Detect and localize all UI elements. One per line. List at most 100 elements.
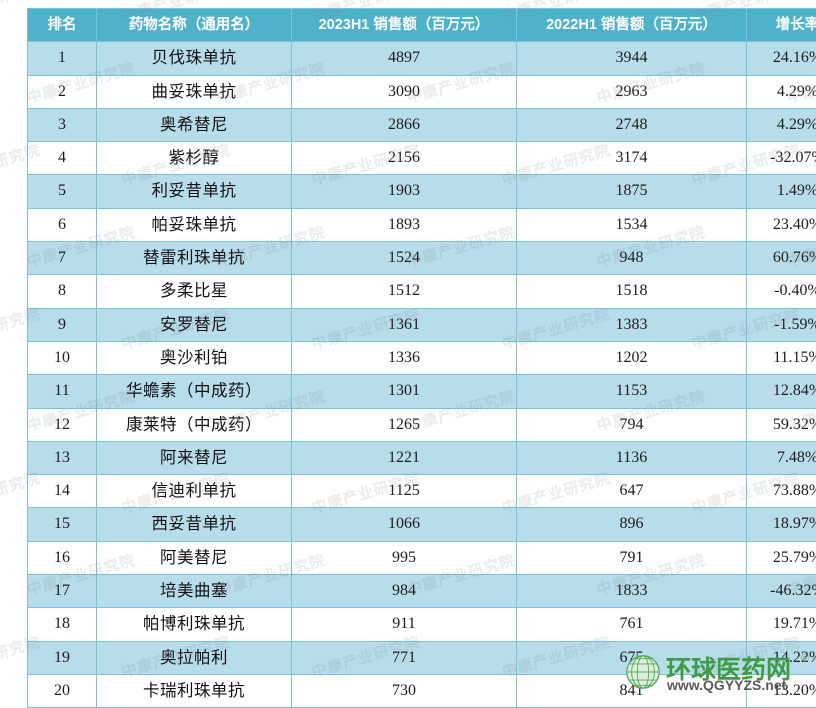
cell-sales-2023: 1301 (292, 375, 517, 408)
cell-drug-name: 帕博利珠单抗 (97, 608, 292, 641)
cell-sales-2023: 995 (292, 541, 517, 574)
cell-growth-rate: 19.71% (747, 608, 816, 641)
cell-drug-name: 奥沙利铂 (97, 341, 292, 374)
cell-drug-name: 康莱特（中成药） (97, 408, 292, 441)
cell-rank: 16 (28, 541, 97, 574)
cell-sales-2023: 1066 (292, 508, 517, 541)
cell-sales-2022: 1202 (517, 341, 747, 374)
cell-growth-rate: -0.40% (747, 275, 816, 308)
cell-drug-name: 华蟾素（中成药） (97, 375, 292, 408)
cell-rank: 3 (28, 108, 97, 141)
cell-sales-2023: 1361 (292, 308, 517, 341)
cell-sales-2022: 647 (517, 475, 747, 508)
cell-growth-rate: -46.32% (747, 575, 816, 608)
cell-drug-name: 信迪利单抗 (97, 475, 292, 508)
cell-rank: 12 (28, 408, 97, 441)
cell-drug-name: 阿美替尼 (97, 541, 292, 574)
table-header: 排名 药物名称（通用名） 2023H1 销售额（百万元） 2022H1 销售额（… (28, 9, 816, 42)
cell-sales-2022: 3944 (517, 42, 747, 75)
cell-rank: 17 (28, 575, 97, 608)
cell-sales-2023: 1125 (292, 475, 517, 508)
column-header-rank: 排名 (28, 9, 97, 42)
cell-rank: 7 (28, 242, 97, 275)
cell-growth-rate: 1.49% (747, 175, 816, 208)
cell-rank: 4 (28, 142, 97, 175)
cell-sales-2022: 1383 (517, 308, 747, 341)
cell-growth-rate: -32.07% (747, 142, 816, 175)
cell-drug-name: 卡瑞利珠单抗 (97, 674, 292, 707)
cell-rank: 6 (28, 208, 97, 241)
cell-sales-2023: 984 (292, 575, 517, 608)
cell-drug-name: 紫杉醇 (97, 142, 292, 175)
cell-rank: 11 (28, 375, 97, 408)
cell-sales-2022: 2748 (517, 108, 747, 141)
drug-sales-table: 排名 药物名称（通用名） 2023H1 销售额（百万元） 2022H1 销售额（… (27, 8, 816, 708)
cell-sales-2022: 1534 (517, 208, 747, 241)
cell-rank: 18 (28, 608, 97, 641)
cell-drug-name: 贝伐珠单抗 (97, 42, 292, 75)
cell-sales-2022: 675 (517, 641, 747, 674)
cell-sales-2023: 1336 (292, 341, 517, 374)
cell-growth-rate: 25.79% (747, 541, 816, 574)
cell-growth-rate: 11.15% (747, 341, 816, 374)
cell-sales-2023: 1893 (292, 208, 517, 241)
column-header-sales-2023: 2023H1 销售额（百万元） (292, 9, 517, 42)
cell-sales-2022: 1518 (517, 275, 747, 308)
cell-sales-2022: 3174 (517, 142, 747, 175)
cell-drug-name: 多柔比星 (97, 275, 292, 308)
cell-rank: 19 (28, 641, 97, 674)
cell-growth-rate: -1.59% (747, 308, 816, 341)
cell-drug-name: 替雷利珠单抗 (97, 242, 292, 275)
cell-sales-2022: 896 (517, 508, 747, 541)
cell-rank: 10 (28, 341, 97, 374)
cell-sales-2023: 771 (292, 641, 517, 674)
cell-sales-2023: 2866 (292, 108, 517, 141)
cell-growth-rate: 60.76% (747, 242, 816, 275)
cell-drug-name: 西妥昔单抗 (97, 508, 292, 541)
cell-sales-2023: 1221 (292, 441, 517, 474)
cell-drug-name: 奥拉帕利 (97, 641, 292, 674)
cell-rank: 9 (28, 308, 97, 341)
cell-sales-2023: 1512 (292, 275, 517, 308)
cell-sales-2023: 2156 (292, 142, 517, 175)
cell-rank: 15 (28, 508, 97, 541)
cell-rank: 20 (28, 674, 97, 707)
cell-sales-2023: 1265 (292, 408, 517, 441)
cell-drug-name: 奥希替尼 (97, 108, 292, 141)
cell-growth-rate: 59.32% (747, 408, 816, 441)
cell-rank: 13 (28, 441, 97, 474)
cell-sales-2022: 761 (517, 608, 747, 641)
cell-rank: 8 (28, 275, 97, 308)
cell-growth-rate: 73.88% (747, 475, 816, 508)
cell-growth-rate: 7.48% (747, 441, 816, 474)
cell-sales-2023: 1903 (292, 175, 517, 208)
cell-rank: 2 (28, 75, 97, 108)
cell-drug-name: 曲妥珠单抗 (97, 75, 292, 108)
cell-sales-2022: 2963 (517, 75, 747, 108)
cell-rank: 1 (28, 42, 97, 75)
cell-growth-rate: 24.16% (747, 42, 816, 75)
cell-drug-name: 安罗替尼 (97, 308, 292, 341)
cell-sales-2022: 794 (517, 408, 747, 441)
cell-sales-2022: 948 (517, 242, 747, 275)
cell-drug-name: 培美曲塞 (97, 575, 292, 608)
column-header-sales-2022: 2022H1 销售额（百万元） (517, 9, 747, 42)
cell-sales-2022: 1875 (517, 175, 747, 208)
